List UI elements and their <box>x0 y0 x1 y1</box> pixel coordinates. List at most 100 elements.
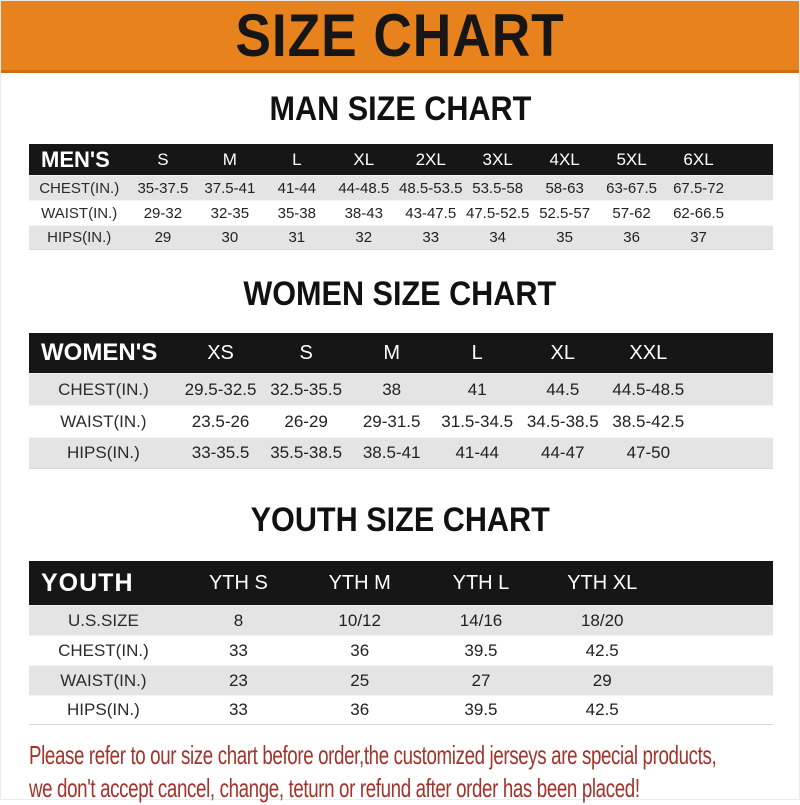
table-row: WAIST(IN.) 29-32 32-35 35-38 38-43 43-47.5 47.… <box>29 200 773 225</box>
measure-row-label: CHEST(IN.) <box>58 379 149 399</box>
size-column-header: YTH L <box>452 571 510 594</box>
measure-row-label: WAIST(IN.) <box>41 204 118 222</box>
table-corner-label: WOMEN'S <box>41 339 158 366</box>
section-women: WOMEN SIZE CHART WOMEN'S XS S M L XL XXL CHEST(… <box>1 276 799 469</box>
size-value-cell: 33-35.5 <box>191 443 250 462</box>
size-value-cell: 36 <box>623 229 640 246</box>
size-value-cell: 47.5-52.5 <box>465 204 530 222</box>
measure-row-label: WAIST(IN.) <box>60 670 147 690</box>
size-value-cell: 43-47.5 <box>405 204 457 222</box>
size-value-cell: 57-62 <box>612 204 651 222</box>
size-value-cell: 39.5 <box>464 700 498 719</box>
size-column-header: L <box>471 341 483 364</box>
footer-notice: Please refer to our size chart before or… <box>29 739 771 805</box>
size-column-header: 5XL <box>616 149 647 169</box>
measure-row-label: HIPS(IN.) <box>67 443 140 462</box>
size-value-cell: 47-50 <box>626 443 671 462</box>
size-value-cell: 63-67.5 <box>606 179 658 197</box>
size-column-header: M <box>222 149 237 169</box>
youth-section-title: YOUTH SIZE CHART <box>1 502 799 542</box>
table-row: CHEST(IN.) 35-37.5 37.5-41 41-44 44-48.5 48.5… <box>29 175 773 200</box>
table-corner-label: MEN'S <box>41 146 110 172</box>
size-value-cell: 44-47 <box>541 443 585 462</box>
table-header-row: MEN'S S M L XL 2XL 3XL 4XL 5XL 6XL <box>29 144 773 175</box>
size-value-cell: 30 <box>221 229 239 246</box>
size-value-cell: 33 <box>228 700 248 719</box>
size-value-cell: 33 <box>228 640 248 660</box>
size-value-cell: 44.5 <box>546 379 580 399</box>
section-man: MAN SIZE CHART MEN'S S M L XL 2XL 3XL 4XL 5XL 6XL… <box>1 91 799 250</box>
size-value-cell: 8 <box>233 610 244 630</box>
table-row: CHEST(IN.) 33 36 39.5 42.5 <box>29 635 773 665</box>
man-section-title-text: MAN SIZE CHART <box>269 90 531 128</box>
size-column-header: XXL <box>629 341 668 364</box>
size-value-cell: 31 <box>288 229 306 246</box>
size-column-header: YTH S <box>208 571 268 594</box>
size-value-cell: 23.5-26 <box>191 411 250 431</box>
size-value-cell: 32 <box>355 229 373 246</box>
women-section-title: WOMEN SIZE CHART <box>1 276 799 316</box>
size-value-cell: 31.5-34.5 <box>441 411 514 431</box>
size-value-cell: 29-32 <box>143 204 183 222</box>
size-value-cell: 41-44 <box>455 443 499 462</box>
women-size-table: WOMEN'S XS S M L XL XXL CHEST(IN.) 29.5-32.5 32.5… <box>29 333 773 469</box>
measure-row-label: CHEST(IN.) <box>39 179 120 197</box>
size-value-cell: 27 <box>471 670 491 690</box>
size-value-cell: 41-44 <box>277 179 316 197</box>
size-value-cell: 34 <box>489 229 507 246</box>
table-row: HIPS(IN.) 33 36 39.5 42.5 <box>29 695 773 725</box>
youth-section-title-text: YOUTH SIZE CHART <box>250 501 550 539</box>
size-value-cell: 37.5-41 <box>204 179 256 197</box>
size-value-cell: 29 <box>592 670 612 690</box>
table-row: WAIST(IN.) 23 25 27 29 <box>29 665 773 695</box>
size-value-cell: 37 <box>690 229 707 246</box>
man-section-title: MAN SIZE CHART <box>1 91 799 131</box>
size-value-cell: 33 <box>422 229 440 246</box>
men-size-table: MEN'S S M L XL 2XL 3XL 4XL 5XL 6XL CHEST(IN.) 35-37… <box>29 144 773 250</box>
size-value-cell: 32.5-35.5 <box>270 379 343 399</box>
size-value-cell: 44.5-48.5 <box>612 379 685 399</box>
measure-row-label: U.S.SIZE <box>67 610 139 630</box>
size-value-cell: 25 <box>350 670 370 690</box>
table-header-row: WOMEN'S XS S M L XL XXL <box>29 333 773 373</box>
size-value-cell: 38.5-42.5 <box>612 411 685 431</box>
table-row: CHEST(IN.) 29.5-32.5 32.5-35.5 38 41 44.5 44.5… <box>29 373 773 405</box>
table-row: HIPS(IN.) 29 30 31 32 33 34 35 36 37 <box>29 225 773 250</box>
measure-row-label: CHEST(IN.) <box>58 640 149 660</box>
size-value-cell: 18/20 <box>580 610 624 630</box>
size-value-cell: 36 <box>350 640 370 660</box>
size-value-cell: 48.5-53.5 <box>399 179 463 197</box>
size-value-cell: 29.5-32.5 <box>184 379 257 399</box>
size-value-cell: 38.5-41 <box>362 443 421 462</box>
size-value-cell: 42.5 <box>585 640 619 660</box>
size-column-header: L <box>292 149 302 169</box>
size-column-header: XS <box>207 341 234 364</box>
table-corner-label: YOUTH <box>41 568 134 597</box>
table-row: U.S.SIZE 8 10/12 14/16 18/20 <box>29 605 773 635</box>
size-value-cell: 38-43 <box>344 204 383 222</box>
size-value-cell: 53.5-58 <box>472 179 524 197</box>
women-section-title-text: WOMEN SIZE CHART <box>243 275 557 313</box>
notice-line-2: we don't accept cancel, change, teturn o… <box>29 773 640 803</box>
table-row: HIPS(IN.) 33-35.5 35.5-38.5 38.5-41 41-44 44-… <box>29 437 773 469</box>
size-value-cell: 29-31.5 <box>362 411 421 431</box>
size-value-cell: 41 <box>467 379 487 399</box>
size-value-cell: 67.5-72 <box>673 179 724 197</box>
size-value-cell: 58-63 <box>545 179 584 197</box>
size-value-cell: 35-38 <box>277 204 316 222</box>
size-column-header: 4XL <box>549 149 580 169</box>
notice-line-1: Please refer to our size chart before or… <box>29 740 717 770</box>
size-value-cell: 35 <box>556 229 573 246</box>
size-value-cell: 29 <box>154 229 172 246</box>
youth-size-table: YOUTH YTH S YTH M YTH L YTH XL U.S.SIZE 8 10/12… <box>29 561 773 725</box>
size-value-cell: 23 <box>228 670 248 690</box>
table-row: WAIST(IN.) 23.5-26 26-29 29-31.5 31.5-34.5 34… <box>29 405 773 437</box>
table-header-row: YOUTH YTH S YTH M YTH L YTH XL <box>29 561 773 605</box>
size-column-header: M <box>383 341 400 364</box>
size-column-header: S <box>157 149 169 169</box>
size-value-cell: 36 <box>350 700 370 719</box>
size-column-header: YTH XL <box>567 571 638 594</box>
size-value-cell: 52.5-57 <box>539 204 591 222</box>
section-youth: YOUTH SIZE CHART YOUTH YTH S YTH M YTH L YTH… <box>1 502 799 725</box>
size-column-header: 3XL <box>482 149 513 169</box>
